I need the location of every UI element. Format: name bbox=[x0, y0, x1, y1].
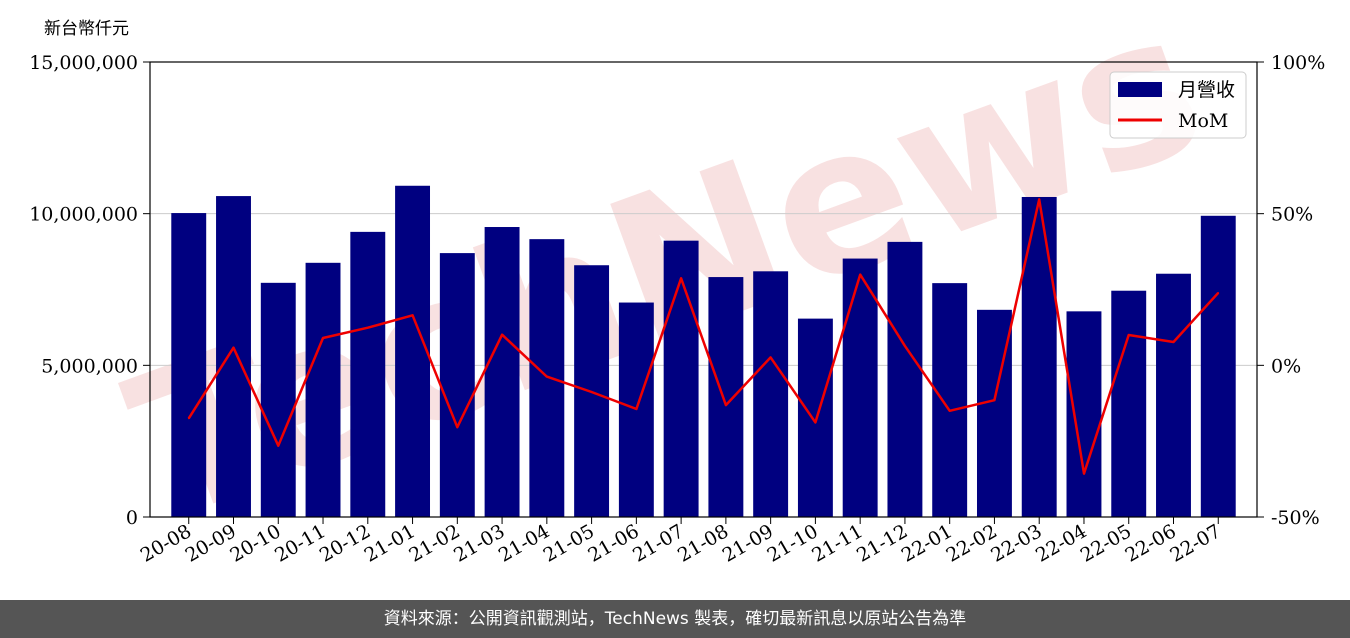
mom-point-22-04 bbox=[1083, 472, 1085, 475]
x-tick-label-21-07: 21-07 bbox=[629, 520, 687, 566]
x-tick-label-21-08: 21-08 bbox=[674, 520, 732, 566]
x-tick-label-21-05: 21-05 bbox=[540, 520, 598, 566]
mom-point-21-11 bbox=[859, 273, 861, 276]
bar-20-09 bbox=[216, 196, 251, 517]
y2-tick-label-0: -50% bbox=[1271, 507, 1320, 529]
mom-point-21-09 bbox=[769, 356, 772, 359]
mom-point-21-12 bbox=[904, 345, 906, 347]
bar-21-09 bbox=[753, 271, 789, 517]
x-tick-label-21-10: 21-10 bbox=[763, 520, 821, 566]
x-tick-label-22-07: 22-07 bbox=[1166, 520, 1224, 566]
bar-21-08 bbox=[708, 277, 744, 517]
left-y-axis: 0 5,000,000 10,000,000 15,000,000 bbox=[29, 52, 150, 529]
x-tick-label-21-01: 21-01 bbox=[361, 520, 419, 566]
x-tick-label-21-09: 21-09 bbox=[719, 520, 777, 566]
x-tick-label-21-04: 21-04 bbox=[495, 520, 553, 566]
chart: TechNews 05,000,00010,000,00015,000,000 … bbox=[29, 0, 1325, 567]
x-tick-label-22-03: 22-03 bbox=[987, 520, 1045, 566]
mom-point-20-11 bbox=[322, 337, 324, 339]
bar-22-01 bbox=[932, 283, 968, 517]
mom-point-22-02 bbox=[993, 399, 996, 402]
bar-22-05 bbox=[1111, 290, 1147, 517]
y2-tick-label-2: 50% bbox=[1271, 204, 1313, 226]
bar-22-03 bbox=[1021, 196, 1057, 517]
x-tick-label-21-12: 21-12 bbox=[853, 520, 911, 566]
bar-21-10 bbox=[797, 318, 833, 517]
mom-point-20-12 bbox=[366, 326, 369, 329]
bar-20-08 bbox=[171, 213, 207, 517]
legend-label-mom: MoM bbox=[1178, 110, 1228, 132]
x-tick-label-21-03: 21-03 bbox=[450, 520, 508, 566]
mom-point-22-03 bbox=[1038, 198, 1041, 201]
x-tick-label-22-06: 22-06 bbox=[1122, 520, 1180, 566]
mom-point-21-06 bbox=[635, 408, 638, 410]
bar-21-03 bbox=[484, 227, 520, 517]
bar-21-01 bbox=[395, 185, 431, 517]
x-tick-label-21-06: 21-06 bbox=[584, 520, 642, 566]
mom-point-20-10 bbox=[277, 444, 280, 447]
mom-point-20-08 bbox=[187, 417, 190, 420]
x-axis: 20-0820-0920-1020-1120-1221-0121-0221-03… bbox=[137, 517, 1225, 567]
y-tick-label-0: 0 bbox=[126, 507, 138, 529]
mom-point-20-09 bbox=[232, 346, 235, 349]
mom-point-21-03 bbox=[501, 333, 503, 336]
bar-20-11 bbox=[305, 262, 341, 517]
x-tick-label-22-04: 22-04 bbox=[1032, 520, 1090, 566]
x-tick-label-22-02: 22-02 bbox=[943, 520, 1001, 566]
x-tick-label-21-11: 21-11 bbox=[808, 520, 866, 566]
y-tick-label-2: 10,000,000 bbox=[29, 204, 138, 226]
x-tick-label-20-12: 20-12 bbox=[316, 520, 374, 566]
legend-swatch-bar bbox=[1118, 82, 1162, 97]
y2-tick-label-3: 100% bbox=[1271, 52, 1325, 74]
mom-point-21-07 bbox=[680, 277, 682, 280]
y-axis-unit-label: 新台幣仟元 bbox=[44, 19, 129, 39]
legend: 月營收 MoM bbox=[1109, 71, 1247, 139]
y-tick-label-1: 5,000,000 bbox=[41, 355, 138, 377]
mom-point-22-05 bbox=[1127, 334, 1130, 336]
footer-source-note: 資料來源：公開資訊觀測站，TechNews 製表，確切最新訊息以原站公告為準 bbox=[0, 600, 1350, 638]
x-tick-label-22-05: 22-05 bbox=[1077, 520, 1135, 566]
plot-frame bbox=[149, 61, 1258, 518]
bar-22-06 bbox=[1156, 273, 1191, 517]
mom-point-21-08 bbox=[725, 404, 727, 406]
bar-22-07 bbox=[1200, 215, 1236, 518]
plot-border bbox=[149, 61, 1258, 518]
bar-21-11 bbox=[842, 258, 878, 517]
mom-line bbox=[187, 198, 1220, 475]
mom-point-21-10 bbox=[814, 421, 817, 424]
bar-series bbox=[171, 185, 1236, 518]
right-y-axis: -50% 0% 50% 100% bbox=[1257, 52, 1325, 529]
bar-20-10 bbox=[260, 282, 296, 517]
bar-21-02 bbox=[439, 253, 475, 517]
mom-point-21-05 bbox=[590, 391, 593, 393]
mom-point-21-04 bbox=[546, 375, 548, 378]
y2-tick-label-1: 0% bbox=[1271, 355, 1301, 377]
mom-point-22-06 bbox=[1172, 341, 1175, 343]
bar-21-04 bbox=[529, 239, 565, 517]
legend-label-revenue: 月營收 bbox=[1178, 79, 1235, 101]
x-tick-label-21-02: 21-02 bbox=[405, 520, 463, 566]
y-tick-label-3: 15,000,000 bbox=[29, 52, 138, 74]
bar-20-12 bbox=[350, 231, 386, 517]
mom-line-series bbox=[187, 198, 1220, 475]
mom-point-22-01 bbox=[948, 410, 951, 412]
mom-point-21-02 bbox=[456, 426, 459, 429]
x-tick-label-22-01: 22-01 bbox=[898, 520, 956, 566]
bar-21-12 bbox=[887, 241, 923, 518]
mom-point-21-01 bbox=[411, 314, 414, 317]
bar-22-04 bbox=[1066, 311, 1102, 517]
bar-21-07 bbox=[663, 240, 699, 517]
mom-point-22-07 bbox=[1217, 292, 1220, 294]
